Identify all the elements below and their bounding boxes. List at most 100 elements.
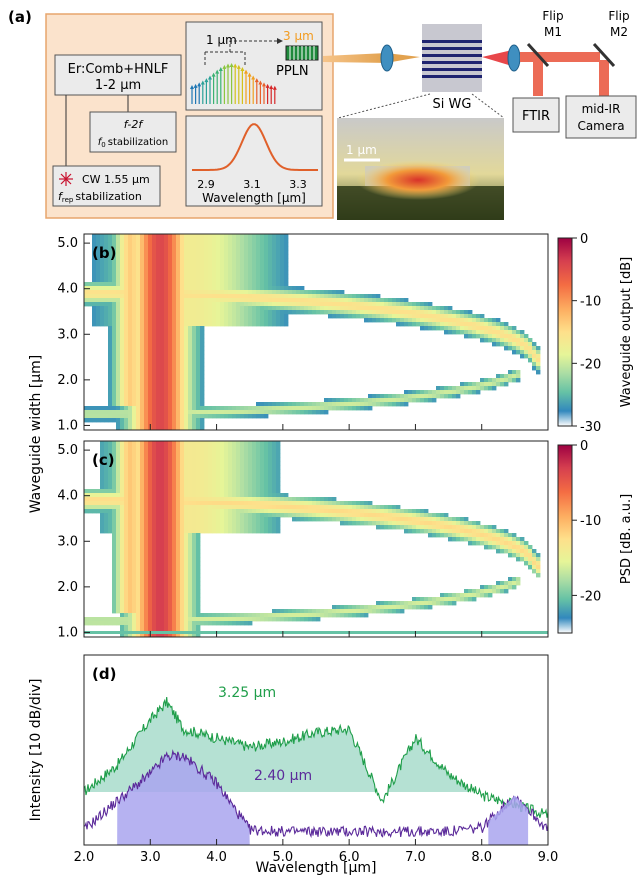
heatmap-cell: [92, 314, 97, 319]
heatmap-cell: [220, 517, 225, 522]
heatmap-cell: [300, 302, 305, 307]
heatmap-cell: [120, 505, 125, 510]
heatmap-cell: [160, 549, 165, 554]
heatmap-cell: [160, 286, 165, 291]
heatmap-cell: [436, 597, 441, 602]
heatmap-cell: [268, 485, 273, 490]
heatmap-cell: [280, 609, 285, 614]
heatmap-cell: [428, 521, 433, 526]
heatmap-cell: [536, 569, 541, 574]
heatmap-cell: [196, 254, 201, 259]
flip-mirror-m1-icon[interactable]: [526, 42, 550, 68]
heatmap-cell: [104, 258, 109, 263]
heatmap-cell: [228, 414, 233, 419]
heatmap-cell: [132, 593, 137, 598]
heatmap-cell: [504, 342, 509, 347]
heatmap-cell: [240, 262, 245, 267]
heatmap-cell: [536, 553, 541, 558]
heatmap-cell: [144, 545, 149, 550]
heatmap-cell: [104, 465, 109, 470]
heatmap-cell: [260, 529, 265, 534]
heatmap-cell: [104, 310, 109, 315]
heatmap-cell: [180, 418, 185, 423]
heatmap-cell: [176, 266, 181, 271]
heatmap-cell: [440, 322, 445, 327]
heatmap-cell: [112, 282, 117, 287]
heatmap-cell: [180, 406, 185, 411]
flip-mirror-m2-icon[interactable]: [592, 42, 616, 68]
heatmap-cell: [220, 298, 225, 303]
heatmap-cell: [124, 250, 129, 255]
heatmap-cell: [164, 278, 169, 283]
heatmap-cell: [260, 286, 265, 291]
heatmap-cell: [536, 561, 541, 566]
comb-arrow-head: [262, 82, 266, 87]
heatmap-cell: [416, 509, 421, 514]
heatmap-cell: [84, 298, 89, 303]
heatmap-cell: [96, 489, 101, 494]
heatmap-cell: [108, 378, 113, 383]
heatmap-cell: [236, 410, 241, 415]
heatmap-cell: [188, 513, 193, 518]
heatmap-cell: [124, 254, 129, 259]
heatmap-cell: [296, 501, 301, 506]
heatmap-cell: [512, 346, 517, 351]
heatmap-cell: [132, 274, 137, 279]
heatmap-cell: [248, 521, 253, 526]
heatmap-cell: [168, 282, 173, 287]
heatmap-cell: [108, 414, 113, 419]
heatmap-cell: [100, 238, 105, 243]
heatmap-cell: [116, 282, 121, 287]
heatmap-cell: [456, 326, 461, 331]
heatmap-cell: [376, 513, 381, 518]
heatmap-cell: [304, 298, 309, 303]
heatmap-cell: [168, 410, 173, 415]
heatmap-cell: [144, 565, 149, 570]
heatmap-cell: [188, 314, 193, 319]
heatmap-cell: [508, 338, 513, 343]
heatmap-cell: [352, 398, 357, 403]
heatmap-cell: [364, 406, 369, 411]
heatmap-cell: [256, 441, 261, 446]
heatmap-cell: [316, 406, 321, 411]
heatmap-cell: [92, 505, 97, 510]
heatmap-cell: [180, 473, 185, 478]
heatmap-cell: [328, 306, 333, 311]
heatmap-cell: [132, 477, 137, 482]
heatmap-cell: [320, 505, 325, 510]
heatmap-cell: [228, 258, 233, 263]
heatmap-cell: [332, 609, 337, 614]
heatmap-cell: [276, 449, 281, 454]
heatmap-cell: [156, 625, 161, 630]
heatmap-cell: [160, 338, 165, 343]
heatmap-cell: [300, 410, 305, 415]
heatmap-cell: [144, 513, 149, 518]
heatmap-cell: [348, 310, 353, 315]
heatmap-cell: [132, 362, 137, 367]
heatmap-cell: [244, 314, 249, 319]
heatmap-cell: [256, 465, 261, 470]
heatmap-cell: [140, 501, 145, 506]
heatmap-cell: [192, 557, 197, 562]
heatmap-cell: [124, 485, 129, 490]
heatmap-cell: [128, 545, 133, 550]
heatmap-cell: [184, 617, 189, 622]
heatmap-cell: [192, 505, 197, 510]
heatmap-cell: [156, 553, 161, 558]
heatmap-cell: [272, 258, 277, 263]
heatmap-cell: [156, 633, 161, 638]
heatmap-cell: [240, 270, 245, 275]
heatmap-cell: [360, 609, 365, 614]
heatmap-cell: [492, 318, 497, 323]
heatmap-cell: [256, 262, 261, 267]
heatmap-cell: [176, 621, 181, 626]
heatmap-cell: [148, 322, 153, 327]
heatmap-cell: [256, 238, 261, 243]
heatmap-cell: [152, 601, 157, 606]
heatmap-cell: [364, 505, 369, 510]
heatmap-cell: [348, 505, 353, 510]
heatmap-cell: [316, 509, 321, 514]
heatmap-cell: [184, 469, 189, 474]
heatmap-cell: [184, 485, 189, 490]
heatmap-cell: [336, 609, 341, 614]
